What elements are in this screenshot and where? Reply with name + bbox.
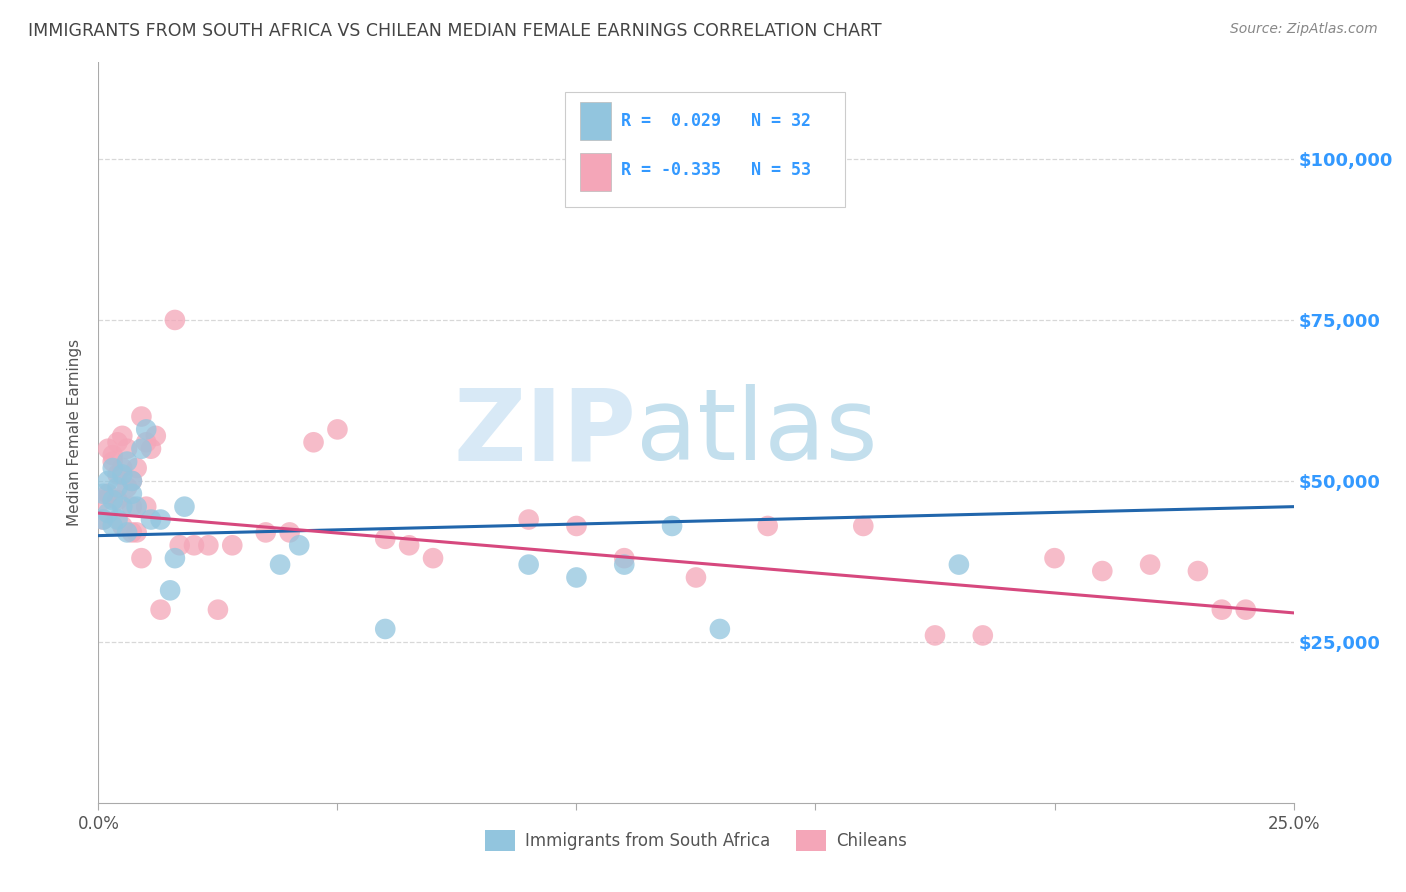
Point <box>756 519 779 533</box>
Point <box>91 512 114 526</box>
Point <box>149 602 172 616</box>
Point <box>101 493 124 508</box>
Point <box>101 461 124 475</box>
Point <box>121 525 143 540</box>
Point <box>163 551 186 566</box>
Point <box>107 435 129 450</box>
Point <box>101 519 124 533</box>
FancyBboxPatch shape <box>581 102 612 140</box>
Point <box>121 474 143 488</box>
Text: R = -0.335   N = 53: R = -0.335 N = 53 <box>620 161 811 179</box>
Point <box>101 448 124 462</box>
Point <box>149 512 172 526</box>
Point <box>661 519 683 533</box>
Text: ZIP: ZIP <box>453 384 637 481</box>
Point <box>135 422 157 436</box>
Point <box>1043 551 1066 566</box>
Point <box>1187 564 1209 578</box>
Point <box>131 551 153 566</box>
Point <box>115 525 138 540</box>
Point <box>398 538 420 552</box>
Point <box>221 538 243 552</box>
Point <box>97 474 120 488</box>
Point <box>517 558 540 572</box>
Point <box>269 558 291 572</box>
Point <box>139 442 162 456</box>
Point <box>374 532 396 546</box>
Point <box>374 622 396 636</box>
Point <box>107 480 129 494</box>
Point <box>107 512 129 526</box>
Point <box>131 409 153 424</box>
Point <box>107 493 129 508</box>
Point <box>852 519 875 533</box>
Point <box>125 500 148 514</box>
Point <box>121 474 143 488</box>
Point <box>1234 602 1257 616</box>
Point <box>91 493 114 508</box>
FancyBboxPatch shape <box>565 92 845 207</box>
Point <box>197 538 219 552</box>
Point <box>207 602 229 616</box>
Y-axis label: Median Female Earnings: Median Female Earnings <box>67 339 83 526</box>
Point <box>972 628 994 642</box>
Point <box>91 487 114 501</box>
Point <box>709 622 731 636</box>
Text: Source: ZipAtlas.com: Source: ZipAtlas.com <box>1230 22 1378 37</box>
Point <box>302 435 325 450</box>
Point <box>111 429 134 443</box>
Point <box>163 313 186 327</box>
Point <box>139 512 162 526</box>
Point <box>145 429 167 443</box>
Point <box>125 461 148 475</box>
Point <box>565 570 588 584</box>
Point <box>97 442 120 456</box>
Point <box>91 512 114 526</box>
Point <box>278 525 301 540</box>
Point <box>115 480 138 494</box>
Point <box>101 454 124 468</box>
Point <box>131 442 153 456</box>
Point <box>121 500 143 514</box>
Point <box>517 512 540 526</box>
Point <box>169 538 191 552</box>
Point <box>159 583 181 598</box>
Point <box>1211 602 1233 616</box>
Point <box>111 461 134 475</box>
Legend: Immigrants from South Africa, Chileans: Immigrants from South Africa, Chileans <box>478 823 914 857</box>
Point <box>254 525 277 540</box>
Point <box>613 551 636 566</box>
FancyBboxPatch shape <box>581 153 612 191</box>
Point <box>111 500 134 514</box>
Point <box>565 519 588 533</box>
Point <box>326 422 349 436</box>
Point <box>288 538 311 552</box>
Point <box>924 628 946 642</box>
Point <box>107 467 129 482</box>
Point <box>121 487 143 501</box>
Point <box>422 551 444 566</box>
Text: IMMIGRANTS FROM SOUTH AFRICA VS CHILEAN MEDIAN FEMALE EARNINGS CORRELATION CHART: IMMIGRANTS FROM SOUTH AFRICA VS CHILEAN … <box>28 22 882 40</box>
Text: atlas: atlas <box>637 384 877 481</box>
Point <box>173 500 195 514</box>
Point <box>111 467 134 482</box>
Point <box>183 538 205 552</box>
Point <box>111 519 134 533</box>
Point <box>1091 564 1114 578</box>
Point <box>135 500 157 514</box>
Point <box>115 454 138 468</box>
Point <box>115 442 138 456</box>
Point <box>97 506 120 520</box>
Point <box>948 558 970 572</box>
Point <box>685 570 707 584</box>
Text: R =  0.029   N = 32: R = 0.029 N = 32 <box>620 112 811 130</box>
Point <box>1139 558 1161 572</box>
Point <box>135 435 157 450</box>
Point <box>613 558 636 572</box>
Point <box>125 525 148 540</box>
Point <box>97 487 120 501</box>
